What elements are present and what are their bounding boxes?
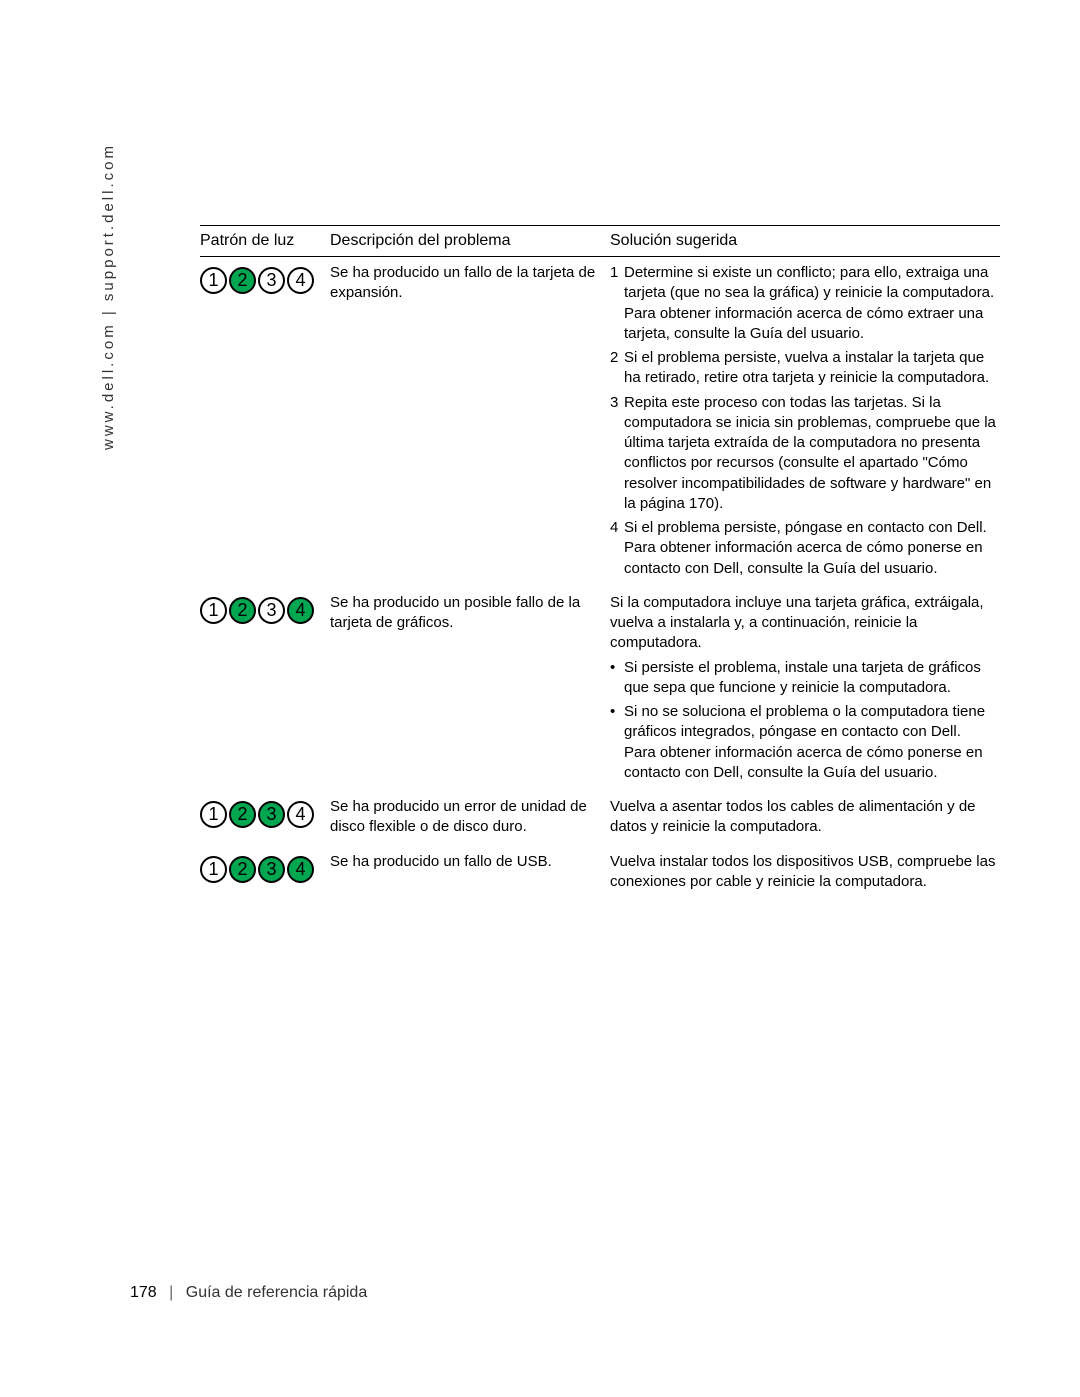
pattern-cell: 1234 [200,791,330,846]
diagnostic-light-icon: 4 [287,597,314,624]
diagnostic-light-icon: 2 [229,267,256,294]
solution-text: Vuelva instalar todos los dispositivos U… [610,852,996,893]
description-cell: Se ha producido un fallo de la tarjeta d… [330,257,610,587]
pattern-cell: 1234 [200,846,330,901]
footer-divider: | [169,1284,173,1301]
description-cell: Se ha producido un error de unidad de di… [330,791,610,846]
diagnostic-light-icon: 4 [287,267,314,294]
diagnostic-light-icon: 1 [200,801,227,828]
diagnostic-light-icon: 1 [200,267,227,294]
header-pattern: Patrón de luz [200,226,330,257]
diagnostic-light-icon: 4 [287,801,314,828]
light-pattern: 1234 [200,852,326,883]
page-footer: 178 | Guía de referencia rápida [130,1284,367,1302]
main-content: Patrón de luz Descripción del problema S… [200,225,1000,900]
table-row: 1234Se ha producido un fallo de la tarje… [200,257,1000,587]
description-cell: Se ha producido un fallo de USB. [330,846,610,901]
solution-item: 2Si el problema persiste, vuelva a insta… [610,348,996,389]
light-pattern: 1234 [200,263,326,294]
solution-number: 4 [610,518,624,579]
diagnostic-table: Patrón de luz Descripción del problema S… [200,225,1000,900]
solution-cell: Vuelva instalar todos los dispositivos U… [610,846,1000,901]
solution-text: Repita este proceso con todas las tarjet… [624,393,996,515]
table-header-row: Patrón de luz Descripción del problema S… [200,226,1000,257]
pattern-cell: 1234 [200,587,330,791]
diagnostic-light-icon: 1 [200,597,227,624]
header-solution: Solución sugerida [610,226,1000,257]
diagnostic-light-icon: 2 [229,801,256,828]
solution-text: Determine si existe un conflicto; para e… [624,263,996,344]
diagnostic-light-icon: 3 [258,597,285,624]
solution-number: 2 [610,348,624,389]
solution-item: 1Determine si existe un conflicto; para … [610,263,996,344]
solution-text: Si el problema persiste, póngase en cont… [624,518,996,579]
table-row: 1234Se ha producido un posible fallo de … [200,587,1000,791]
pattern-cell: 1234 [200,257,330,587]
description-cell: Se ha producido un posible fallo de la t… [330,587,610,791]
solution-text: Si persiste el problema, instale una tar… [624,658,996,699]
diagnostic-light-icon: 3 [258,267,285,294]
bullet-icon: • [610,702,624,783]
footer-title: Guía de referencia rápida [186,1284,367,1301]
bullet-icon: • [610,658,624,699]
light-pattern: 1234 [200,593,326,624]
table-row: 1234Se ha producido un error de unidad d… [200,791,1000,846]
solution-cell: 1Determine si existe un conflicto; para … [610,257,1000,587]
solution-item: 4Si el problema persiste, póngase en con… [610,518,996,579]
solution-cell: Vuelva a asentar todos los cables de ali… [610,791,1000,846]
solution-number: 3 [610,393,624,515]
solution-item: Vuelva instalar todos los dispositivos U… [610,852,996,893]
solution-cell: Si la computadora incluye una tarjeta gr… [610,587,1000,791]
solution-item: Vuelva a asentar todos los cables de ali… [610,797,996,838]
solution-text: Si no se soluciona el problema o la comp… [624,702,996,783]
sidebar-url-text: www.dell.com | support.dell.com [100,143,117,450]
solution-text: Si el problema persiste, vuelva a instal… [624,348,996,389]
solution-item: 3Repita este proceso con todas las tarje… [610,393,996,515]
solution-item: Si la computadora incluye una tarjeta gr… [610,593,996,654]
diagnostic-light-icon: 3 [258,801,285,828]
solution-item: •Si no se soluciona el problema o la com… [610,702,996,783]
diagnostic-light-icon: 4 [287,856,314,883]
diagnostic-light-icon: 2 [229,597,256,624]
solution-text: Vuelva a asentar todos los cables de ali… [610,797,996,838]
header-description: Descripción del problema [330,226,610,257]
table-row: 1234Se ha producido un fallo de USB.Vuel… [200,846,1000,901]
solution-text: Si la computadora incluye una tarjeta gr… [610,593,996,654]
solution-number: 1 [610,263,624,344]
diagnostic-light-icon: 1 [200,856,227,883]
diagnostic-light-icon: 2 [229,856,256,883]
diagnostic-light-icon: 3 [258,856,285,883]
solution-item: •Si persiste el problema, instale una ta… [610,658,996,699]
page-number: 178 [130,1284,157,1301]
light-pattern: 1234 [200,797,326,828]
